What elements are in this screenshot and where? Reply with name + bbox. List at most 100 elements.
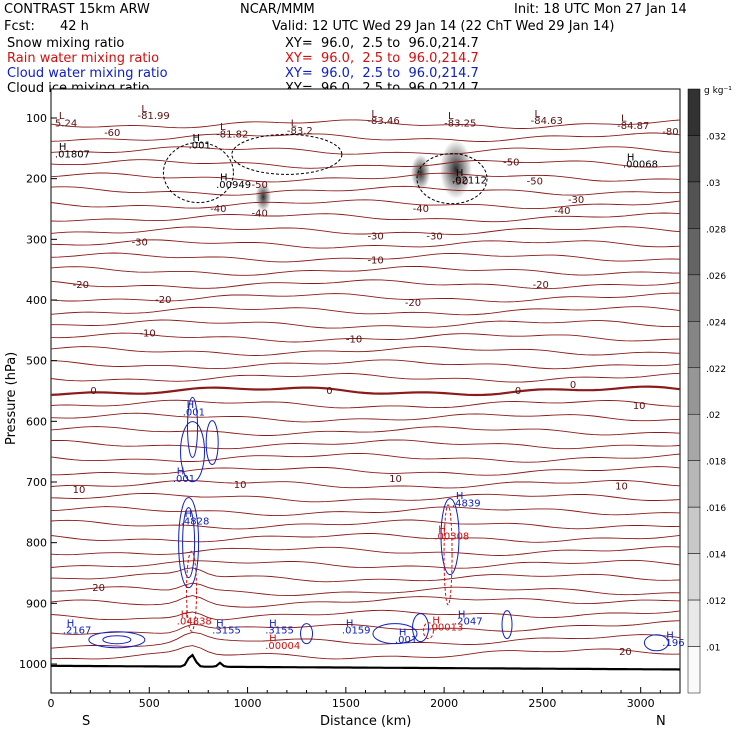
low-marker: L <box>59 111 65 122</box>
cloud-water-contour <box>187 396 199 458</box>
temperature-contour-line <box>51 466 680 476</box>
cloud-water-max-value: .4828 <box>181 516 210 527</box>
rain-max-value: .04838 <box>177 617 212 628</box>
rain-max-marker: H <box>181 609 189 620</box>
temperature-contour-line <box>51 359 680 370</box>
snow-max-value: .01807 <box>55 149 90 160</box>
cloud-water-contour <box>440 498 460 576</box>
cloud-water-max-value: .3155 <box>265 626 294 637</box>
rain-max-marker: H <box>438 524 446 535</box>
cloud-water-contour <box>300 623 314 645</box>
cloud-water-max-marker: H <box>216 618 224 629</box>
low-value: -84.87 <box>617 121 649 132</box>
temperature-label: -40 <box>210 204 226 215</box>
temperature-contour-line <box>51 609 680 621</box>
field-cloudwater-xy: XY= 96.0, 2.5 to 96.0,214.7 <box>285 66 479 81</box>
cloud-water-max-marker: H <box>185 509 193 520</box>
temperature-label: 10 <box>633 401 646 412</box>
temperature-contour-line <box>51 279 680 290</box>
cloud-water-max-marker: H <box>67 618 75 629</box>
low-value: -83.46 <box>367 116 399 127</box>
cloud-water-contour <box>88 631 146 649</box>
axes: 0 500 1000 1500 2000 2500 30001002003004005006… <box>19 112 661 710</box>
temperature-label: -10 <box>346 334 362 345</box>
temperature-contour-line <box>51 239 680 249</box>
colorbar-swatch <box>687 321 701 369</box>
rain-contour <box>443 504 453 606</box>
temperature-contour-line <box>51 185 680 196</box>
colorbar-swatch <box>687 367 701 415</box>
colorbar-swatch <box>687 460 701 508</box>
temperature-contour-line <box>51 119 680 129</box>
temperature-label: 10 <box>73 485 86 496</box>
temperature-label: -40 <box>251 208 267 219</box>
temperature-contour-line <box>51 492 680 503</box>
temperature-label: -40 <box>413 204 429 215</box>
y-axis-title: Pressure (hPa) <box>4 352 19 445</box>
snow-max-value: .02112 <box>452 176 487 187</box>
temperature-contour-line <box>51 346 680 356</box>
snow-shade <box>440 140 472 200</box>
forecast-hour: 42 h <box>60 19 89 34</box>
temperature-label: -30 <box>568 195 584 206</box>
temperature-label: 0 <box>326 386 332 397</box>
rain-max-value: .00004 <box>265 641 300 652</box>
temperature-contour-line <box>51 620 680 635</box>
temperature-label: -50 <box>527 177 543 188</box>
y-tick-label: 900 <box>26 597 47 610</box>
snow-max-value: .001 <box>189 140 211 151</box>
snow-max-marker: H <box>193 133 201 144</box>
temperature-label: 10 <box>615 481 628 492</box>
cloud-water-contour <box>180 421 206 483</box>
temperature-contour-line <box>51 631 680 649</box>
cloud-water-contour <box>102 635 132 645</box>
forecast-label: Fcst: <box>4 19 35 34</box>
temperature-label: 0 <box>515 386 521 397</box>
temperature-contour-line <box>51 132 680 142</box>
init-time: Init: 18 UTC Mon 27 Jan 14 <box>514 2 687 17</box>
temperature-contour-line <box>51 319 680 329</box>
temperature-contour-line <box>51 519 680 530</box>
temperature-label: -30 <box>132 237 148 248</box>
field-snow-xy: XY= 96.0, 2.5 to 96.0,214.7 <box>285 36 479 51</box>
temperature-label: 0 <box>570 380 576 391</box>
temperature-contours <box>51 119 680 671</box>
snow-shading-layer <box>255 140 472 212</box>
temperature-label: -10 <box>139 328 155 339</box>
x-axis-title: Distance (km) <box>320 714 411 729</box>
low-marker: L <box>621 114 627 125</box>
field-rain-xy: XY= 96.0, 2.5 to 96.0,214.7 <box>285 51 479 66</box>
temperature-contour-line <box>51 645 680 660</box>
rain-max-marker: H <box>269 634 277 645</box>
temperature-contour-line <box>51 426 680 436</box>
temperature-label: -30 <box>367 231 383 242</box>
low-marker: L <box>291 118 297 129</box>
temperature-label: 20 <box>619 647 632 658</box>
colorbar-unit: g kg⁻¹ <box>704 86 732 96</box>
low-marker: L <box>448 111 454 122</box>
temperature-label: -20 <box>533 280 549 291</box>
rain-contour <box>186 550 198 632</box>
colorbar-swatch <box>687 274 701 322</box>
cloud-water-max-marker: H <box>346 618 354 629</box>
colorbar-swatch <box>687 646 701 694</box>
x-axis-start-label: S <box>82 714 90 729</box>
y-tick-label: 100 <box>26 112 47 125</box>
colorbar-swatch <box>687 413 701 461</box>
colorbar-tick-label: .024 <box>706 318 726 328</box>
temperature-contour-line <box>51 265 680 276</box>
cloud-water-contour <box>205 420 219 466</box>
cloud-water-max-marker: H <box>269 618 277 629</box>
temperature-contour-line <box>51 212 680 223</box>
cloud-ice-contour <box>416 153 488 205</box>
low-value: -83.2 <box>287 126 313 137</box>
low-value: -81.82 <box>216 129 248 140</box>
cloud-water-max-value: .196 <box>662 638 684 649</box>
field-snow-name: Snow mixing ratio <box>7 36 125 51</box>
temperature-contour-line <box>51 372 680 383</box>
temperature-label: -50 <box>251 180 267 191</box>
colorbar-tick-label: .018 <box>706 458 726 468</box>
cloud-water-max-value: .3155 <box>212 626 241 637</box>
cloud-water-max-value: .001 <box>395 635 417 646</box>
colorbar-swatch <box>687 228 701 276</box>
